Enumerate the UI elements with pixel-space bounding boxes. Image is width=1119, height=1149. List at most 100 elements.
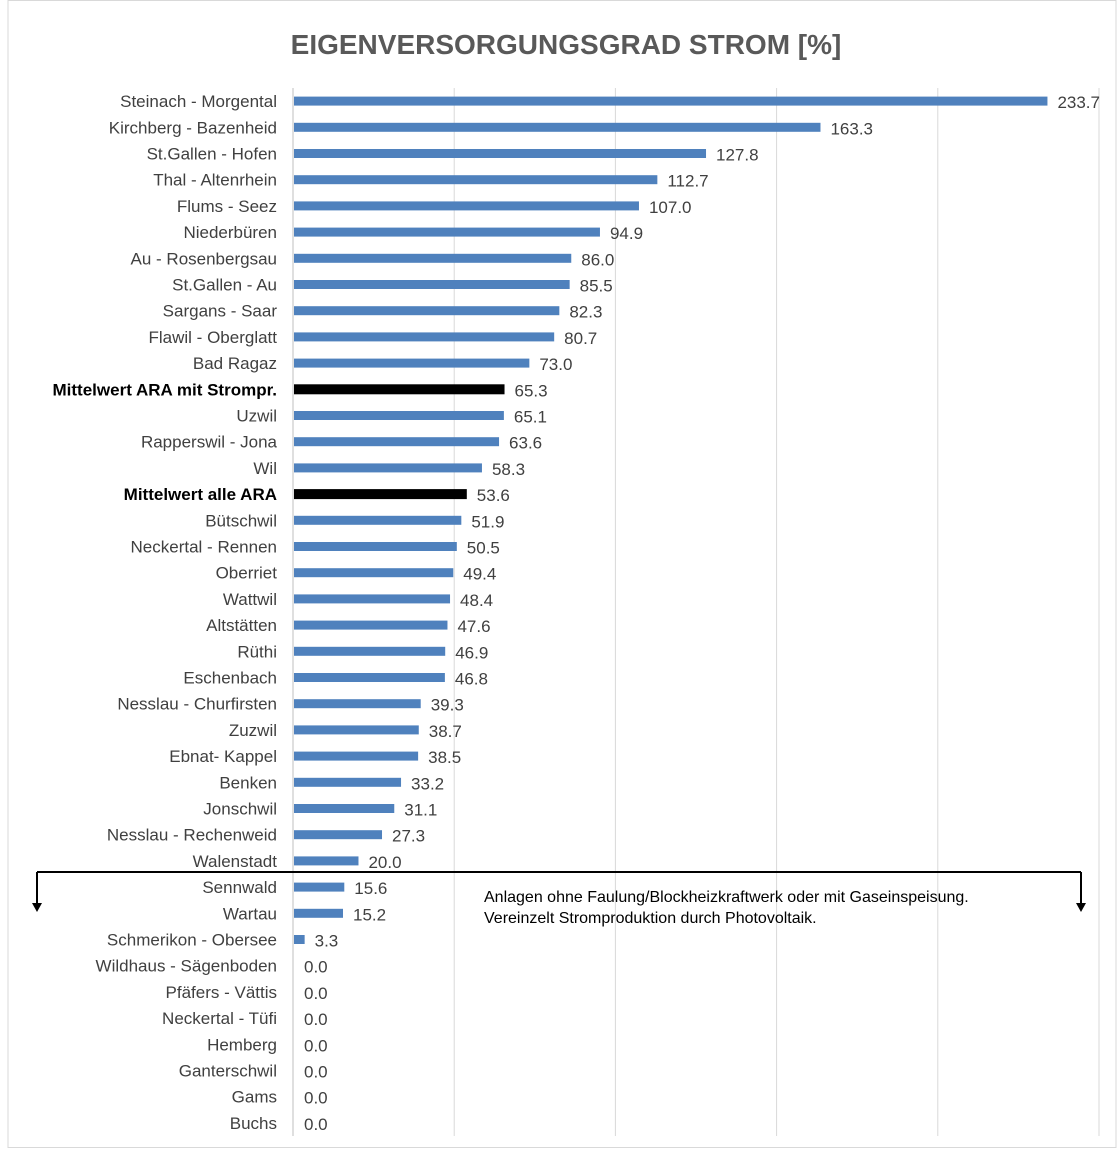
bars [294, 96, 1048, 944]
value-label: 65.1 [514, 408, 547, 427]
category-label: Sennwald [202, 878, 277, 897]
bar [294, 856, 359, 866]
category-label: St.Gallen - Hofen [147, 145, 277, 164]
value-label: 0.0 [304, 984, 328, 1003]
category-label: Ebnat- Kappel [169, 747, 277, 766]
bar [294, 646, 446, 656]
value-label: 38.5 [428, 748, 461, 767]
value-label: 27.3 [392, 827, 425, 846]
value-label: 0.0 [304, 1063, 328, 1082]
value-label: 63.6 [509, 434, 542, 453]
bar [294, 542, 457, 551]
value-label: 39.3 [431, 696, 464, 715]
category-label: Mittelwert ARA mit Strompr. [53, 380, 277, 399]
value-label: 38.7 [429, 722, 462, 741]
category-label: Oberriet [216, 564, 278, 583]
category-label: Thal - Altenrhein [153, 171, 277, 190]
category-label: Ganterschwil [179, 1062, 277, 1081]
bar [294, 489, 467, 500]
value-label: 82.3 [569, 303, 602, 322]
bar [294, 751, 419, 761]
category-label: Sargans - Saar [163, 302, 278, 321]
category-label: Hemberg [207, 1035, 277, 1054]
bar [294, 515, 462, 525]
category-label: Neckertal - Tüfi [162, 1009, 277, 1028]
category-label: St.Gallen - Au [172, 276, 277, 295]
annotation-line-2: Vereinzelt Stromproduktion durch Photovo… [484, 910, 817, 927]
value-label: 112.7 [667, 172, 708, 191]
category-label: Wartau [223, 904, 277, 923]
bar [294, 804, 395, 813]
bar [294, 882, 345, 892]
chart-title: EIGENVERSORGUNGSGRAD STROM [%] [291, 29, 842, 60]
bar [294, 227, 600, 237]
value-label: 46.8 [455, 670, 488, 689]
bar [294, 306, 560, 316]
category-label: Nesslau - Rechenweid [107, 826, 277, 845]
value-label: 3.3 [315, 932, 339, 951]
value-label: 80.7 [564, 329, 597, 348]
value-label: 163.3 [830, 119, 873, 138]
value-label: 15.2 [353, 905, 386, 924]
value-label: 31.1 [404, 801, 437, 820]
bar [294, 175, 658, 185]
value-label: 15.6 [354, 879, 387, 898]
bar [294, 437, 500, 447]
category-label: Niederbüren [183, 223, 277, 242]
bar [294, 830, 383, 840]
value-label: 127.8 [716, 146, 759, 165]
value-label: 85.5 [580, 277, 613, 296]
bar [294, 149, 707, 158]
value-label: 51.9 [471, 512, 504, 531]
category-label: Wildhaus - Sägenboden [96, 957, 277, 976]
category-label: Schmerikon - Obersee [107, 931, 277, 950]
category-label: Zuzwil [229, 721, 277, 740]
category-label: Rüthi [237, 642, 277, 661]
arrow-down-icon [32, 903, 42, 912]
category-label: Bad Ragaz [193, 354, 277, 373]
category-label: Wil [253, 459, 277, 478]
category-label: Flums - Seez [177, 197, 277, 216]
value-label: 53.6 [477, 486, 510, 505]
arrow-down-icon [1076, 903, 1086, 912]
category-label: Buchs [230, 1114, 277, 1133]
category-label: Steinach - Morgental [120, 92, 277, 111]
bar [294, 411, 504, 420]
bar [294, 908, 344, 918]
value-label: 0.0 [304, 1115, 328, 1134]
value-label: 65.3 [515, 381, 548, 400]
value-label: 47.6 [457, 617, 490, 636]
category-label: Eschenbach [183, 669, 277, 688]
bar [294, 201, 639, 211]
category-label: Mittelwert alle ARA [124, 485, 277, 504]
bar [294, 280, 570, 289]
value-label: 46.9 [455, 643, 488, 662]
category-label: Nesslau - Churfirsten [117, 695, 277, 714]
bar [294, 594, 451, 604]
category-label: Wattwil [223, 590, 277, 609]
bar [294, 777, 402, 787]
value-label: 0.0 [304, 958, 328, 977]
category-label: Kirchberg - Bazenheid [109, 118, 277, 137]
bar [294, 699, 421, 709]
bar [294, 673, 445, 682]
bar [294, 358, 530, 368]
value-label: 73.0 [539, 355, 572, 374]
bar [294, 463, 482, 473]
annotation-bracket [32, 871, 1086, 912]
category-label: Au - Rosenbergsau [131, 249, 277, 268]
bar [294, 568, 454, 578]
bar [294, 332, 555, 342]
category-label: Neckertal - Rennen [131, 538, 277, 557]
bar [294, 725, 419, 735]
category-labels: Steinach - Morgental Kirchberg - Bazenhei… [53, 92, 278, 1133]
annotation-line-1: Anlagen ohne Faulung/Blockheizkraftwerk … [484, 889, 969, 906]
category-label: Rapperswil - Jona [141, 433, 278, 452]
category-label: Flawil - Oberglatt [149, 328, 278, 347]
bar [294, 96, 1048, 106]
value-label: 33.2 [411, 774, 444, 793]
bar [294, 122, 821, 132]
value-label: 0.0 [304, 1036, 328, 1055]
bar [294, 935, 305, 944]
